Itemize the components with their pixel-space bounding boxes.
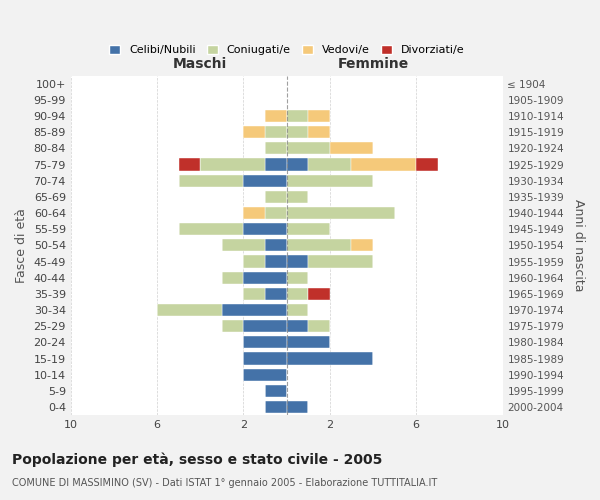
Bar [265, 110, 287, 122]
Bar [308, 320, 330, 332]
Bar [308, 288, 330, 300]
Bar [265, 207, 287, 219]
Y-axis label: Anni di nascita: Anni di nascita [572, 199, 585, 292]
Bar [179, 158, 200, 170]
Bar [179, 223, 244, 235]
Bar [200, 158, 265, 170]
Bar [287, 207, 395, 219]
Bar [244, 352, 287, 364]
Bar [287, 110, 308, 122]
Bar [244, 368, 287, 381]
Bar [308, 158, 352, 170]
Bar [287, 304, 308, 316]
Bar [287, 401, 308, 413]
Bar [265, 385, 287, 397]
Bar [287, 352, 373, 364]
Bar [330, 142, 373, 154]
Legend: Celibi/Nubili, Coniugati/e, Vedovi/e, Divorziati/e: Celibi/Nubili, Coniugati/e, Vedovi/e, Di… [104, 40, 469, 60]
Bar [416, 158, 438, 170]
Bar [265, 256, 287, 268]
Text: COMUNE DI MASSIMINO (SV) - Dati ISTAT 1° gennaio 2005 - Elaborazione TUTTITALIA.: COMUNE DI MASSIMINO (SV) - Dati ISTAT 1°… [12, 478, 437, 488]
Bar [265, 288, 287, 300]
Bar [308, 110, 330, 122]
Bar [244, 320, 287, 332]
Bar [265, 158, 287, 170]
Text: Femmine: Femmine [337, 57, 409, 71]
Text: Maschi: Maschi [173, 57, 227, 71]
Bar [265, 126, 287, 138]
Bar [222, 320, 244, 332]
Bar [244, 272, 287, 284]
Bar [265, 191, 287, 203]
Bar [222, 240, 265, 252]
Bar [287, 320, 308, 332]
Bar [244, 336, 287, 348]
Bar [352, 158, 416, 170]
Bar [287, 240, 352, 252]
Bar [222, 304, 287, 316]
Bar [287, 336, 330, 348]
Bar [265, 142, 287, 154]
Bar [308, 126, 330, 138]
Bar [244, 288, 265, 300]
Bar [222, 272, 244, 284]
Bar [308, 256, 373, 268]
Bar [157, 304, 222, 316]
Bar [287, 272, 308, 284]
Bar [265, 401, 287, 413]
Bar [287, 223, 330, 235]
Bar [244, 223, 287, 235]
Bar [287, 158, 308, 170]
Bar [352, 240, 373, 252]
Bar [244, 174, 287, 187]
Bar [244, 207, 265, 219]
Bar [287, 256, 308, 268]
Bar [244, 126, 265, 138]
Bar [287, 126, 308, 138]
Y-axis label: Fasce di età: Fasce di età [15, 208, 28, 283]
Bar [287, 142, 330, 154]
Bar [244, 256, 265, 268]
Text: Popolazione per età, sesso e stato civile - 2005: Popolazione per età, sesso e stato civil… [12, 452, 382, 467]
Bar [287, 174, 373, 187]
Bar [287, 288, 308, 300]
Bar [265, 240, 287, 252]
Bar [179, 174, 244, 187]
Bar [287, 191, 308, 203]
